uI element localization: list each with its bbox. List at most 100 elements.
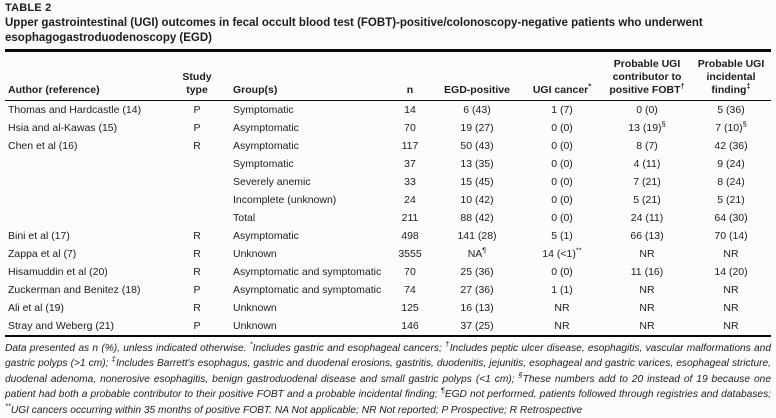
column-header-3: n: [406, 84, 414, 96]
table-cell: 19 (27): [460, 122, 494, 134]
table-cell: 0 (0): [551, 176, 573, 188]
table-cell: Ali et al (19): [8, 302, 65, 314]
table-cell: 14 (20): [714, 266, 748, 278]
table-cell: NR: [639, 302, 655, 314]
table-cell: 13 (19)§: [628, 119, 666, 134]
table-cell: 0 (0): [636, 104, 658, 116]
table-cell: 7 (21): [633, 176, 661, 188]
table-cell: NA¶: [467, 245, 487, 260]
table-cell: Incomplete (unknown): [233, 194, 337, 206]
table-cell: 16 (13): [460, 302, 494, 314]
table-cell: 9 (24): [717, 158, 745, 170]
table-cell: 27 (36): [460, 284, 494, 296]
table-cell: 33: [404, 176, 416, 188]
table-cell: 50 (43): [460, 140, 494, 152]
table-row: Severely anemic 33 15 (45) 0 (0) 7 (21) 8 (24…: [5, 173, 771, 191]
table-cell: Symptomatic: [233, 104, 294, 116]
table-cell: P: [193, 104, 201, 116]
table-cell: 211: [401, 212, 419, 224]
table-cell: 141 (28): [457, 230, 497, 242]
table-cell: Asymptomatic: [233, 122, 299, 134]
table-cell: Hsia and al-Kawas (15): [8, 122, 118, 134]
table-cell: 7 (10)§: [715, 119, 747, 134]
table-cell: 70 (14): [714, 230, 748, 242]
table-row: Chen et al (16) R Asymptomatic 117 50 (43) 0 …: [5, 137, 771, 155]
table-body: Thomas and Hardcastle (14) P Symptomatic 14…: [5, 101, 771, 337]
table-cell: 3555: [398, 248, 422, 260]
table-cell: Severely anemic: [233, 176, 311, 188]
table-cell: Chen et al (16): [8, 140, 78, 152]
table-cell: 5 (1): [551, 230, 573, 242]
table-cell: 1 (1): [551, 284, 573, 296]
table-cell: Bini et al (17): [8, 230, 70, 242]
table-cell: 10 (42): [460, 194, 494, 206]
table-cell: 70: [404, 122, 416, 134]
table-cell: NR: [723, 302, 739, 314]
table-cell: Total: [233, 212, 256, 224]
table-cell: 37 (25): [460, 320, 494, 332]
table-cell: P: [193, 284, 201, 296]
table-cell: Unknown: [233, 302, 277, 314]
table-cell: Asymptomatic and symptomatic: [233, 266, 382, 278]
table-row: Stray and Weberg (21) P Unknown 146 37 (25) N…: [5, 317, 771, 336]
header-row: Author (reference) Study type Group(s) n EGD…: [5, 51, 771, 101]
table-row: Hisamuddin et al (20) R Asymptomatic and s…: [5, 263, 771, 281]
column-header-2: Group(s): [233, 84, 278, 96]
table-cell: 8 (7): [636, 140, 658, 152]
table-cell: 37: [404, 158, 416, 170]
data-table: Author (reference) Study type Group(s) n EGD…: [5, 49, 771, 337]
table-cell: R: [193, 266, 201, 278]
table-cell: Unknown: [233, 320, 277, 332]
table-cell: 0 (0): [551, 158, 573, 170]
table-cell: R: [193, 302, 201, 314]
table-cell: 14: [404, 104, 416, 116]
table-cell: 146: [401, 320, 419, 332]
table-cell: 11 (16): [630, 266, 664, 278]
table-row: Hsia and al-Kawas (15) P Asymptomatic 70 19 …: [5, 119, 771, 137]
table-cell: Asymptomatic: [233, 140, 299, 152]
table-cell: NR: [639, 248, 655, 260]
table-cell: [175, 155, 219, 173]
table-cell: 24: [404, 194, 416, 206]
table-cell: P: [193, 320, 201, 332]
table-cell: 117: [401, 140, 419, 152]
table-cell: NR: [554, 320, 570, 332]
table-cell: 24 (11): [630, 212, 664, 224]
table-row: Zuckerman and Benitez (18) P Asymptomatic …: [5, 281, 771, 299]
table-cell: 4 (11): [633, 158, 661, 170]
table-cell: 25 (36): [460, 266, 494, 278]
column-header-1: Study type: [182, 71, 212, 96]
table-cell: NR: [554, 302, 570, 314]
table-cell: Unknown: [233, 248, 277, 260]
table-cell: 14 (<1)**: [542, 245, 582, 260]
table-cell: 74: [404, 284, 416, 296]
table-cell: 6 (43): [463, 104, 491, 116]
table-cell: 66 (13): [630, 230, 664, 242]
table-cell: [5, 155, 175, 173]
table-cell: 88 (42): [460, 212, 494, 224]
table-cell: NR: [723, 320, 739, 332]
column-header-6: Probable UGI contributor to positive FOB…: [609, 58, 685, 96]
table-cell: [5, 173, 175, 191]
table-cell: Stray and Weberg (21): [8, 320, 115, 332]
table-row: Symptomatic 37 13 (35) 0 (0) 4 (11) 9 (24): [5, 155, 771, 173]
table-cell: R: [193, 140, 201, 152]
table-cell: 1 (7): [551, 104, 573, 116]
table-cell: NR: [639, 284, 655, 296]
table-cell: R: [193, 230, 201, 242]
column-header-0: Author (reference): [8, 84, 100, 96]
table-cell: [175, 209, 219, 227]
table-cell: 0 (0): [551, 266, 573, 278]
table-cell: 0 (0): [551, 212, 573, 224]
column-header-7: Probable UGI incidental finding‡: [697, 58, 765, 96]
table-cell: Zappa et al (7): [8, 248, 77, 260]
table-cell: Symptomatic: [233, 158, 294, 170]
table-row: Incomplete (unknown) 24 10 (42) 0 (0) 5 (21)…: [5, 191, 771, 209]
table-cell: [175, 173, 219, 191]
table-cell: 498: [401, 230, 419, 242]
table-cell: Zuckerman and Benitez (18): [8, 284, 141, 296]
table-cell: NR: [639, 320, 655, 332]
table-row: Ali et al (19) R Unknown 125 16 (13) NR NR NR: [5, 299, 771, 317]
table-cell: 15 (45): [460, 176, 494, 188]
